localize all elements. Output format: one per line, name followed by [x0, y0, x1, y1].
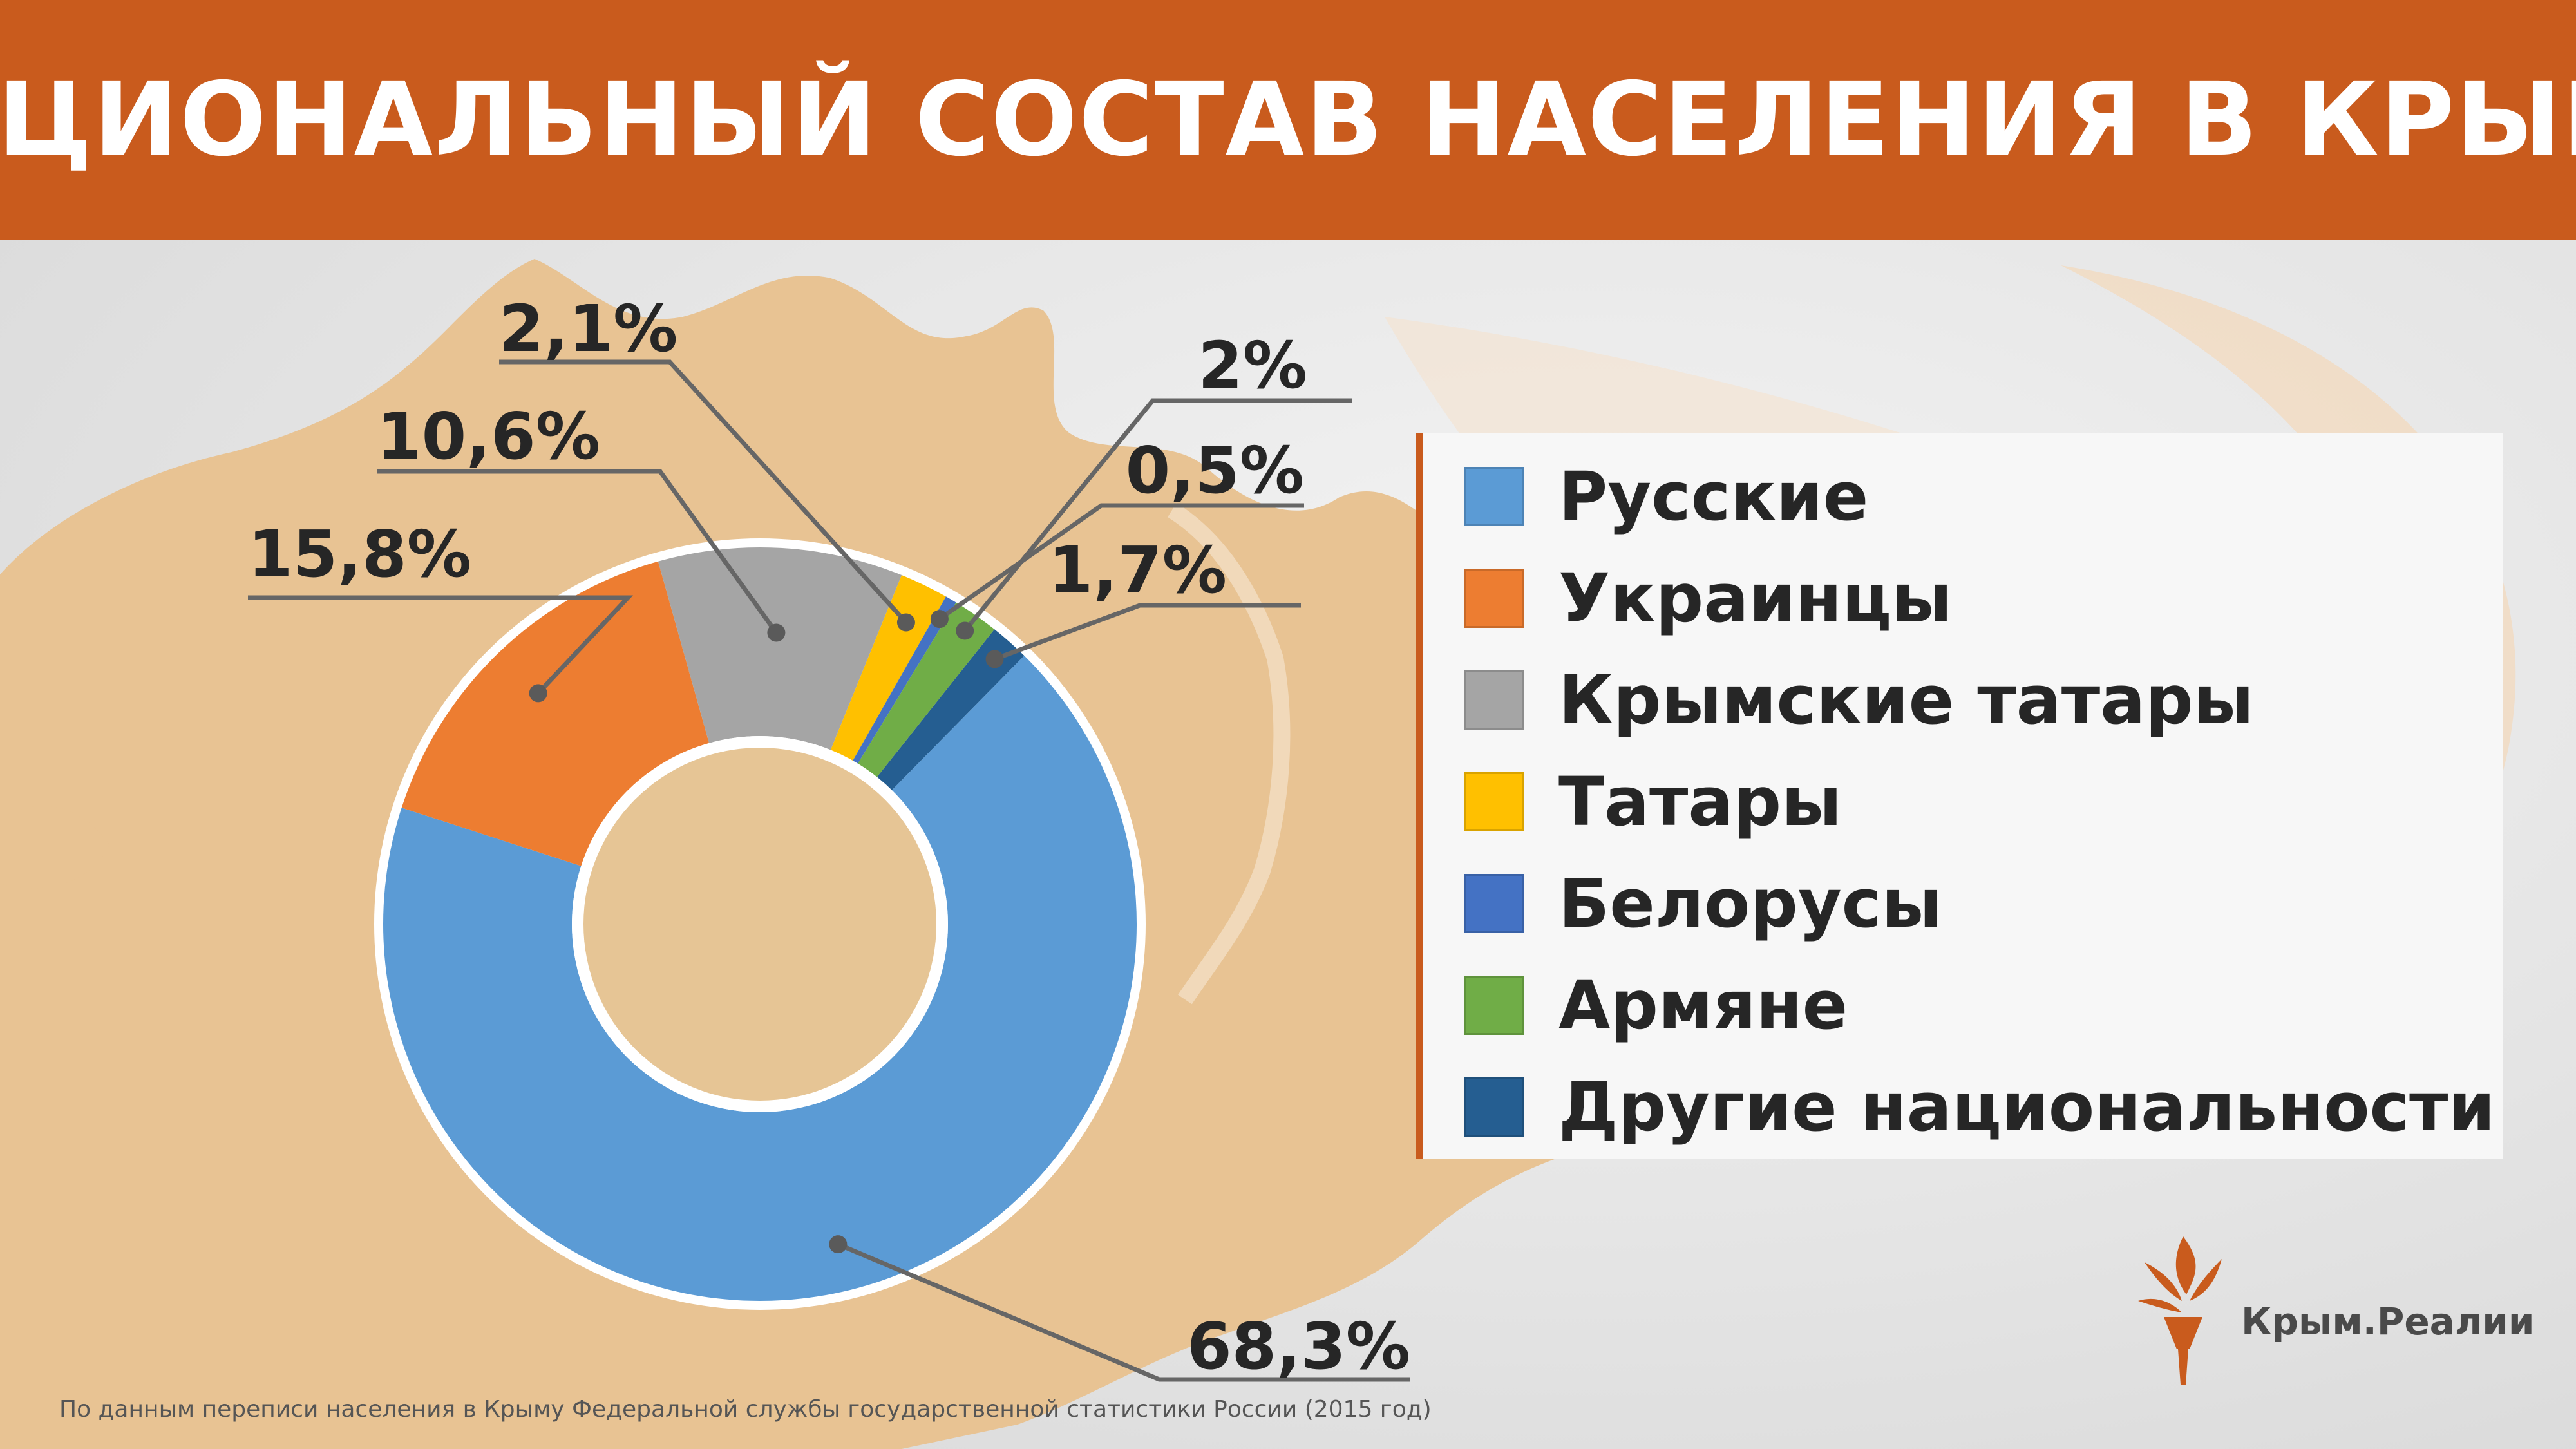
data-label-1: 68,3% [1187, 1309, 1410, 1384]
leader-line-1 [837, 1242, 1410, 1382]
leader-dot-2 [529, 684, 547, 703]
legend-item-2: Украинцы [1464, 547, 2503, 649]
torch-icon [2138, 1236, 2222, 1385]
chart-legend: Русские Украинцы Крымские татары Татары Бело… [1416, 433, 2503, 1159]
header-bar: НАЦИОНАЛЬНЫЙ СОСТАВ НАСЕЛЕНИЯ В КРЫМУ [0, 0, 2576, 240]
legend-label: Белорусы [1558, 864, 1942, 943]
donut-slice-4 [830, 574, 946, 761]
legend-swatch [1464, 569, 1524, 628]
legend-label: Русские [1558, 457, 1869, 536]
legend-item-3: Крымские татары [1464, 649, 2503, 751]
leader-line-6 [963, 398, 1352, 632]
brand-name: Крым.Реалии [2241, 1300, 2535, 1343]
leader-line-7 [994, 603, 1301, 661]
donut-slice-5 [853, 596, 956, 764]
legend-swatch [1464, 874, 1524, 933]
leader-dot-4 [896, 613, 915, 632]
legend-swatch [1464, 772, 1524, 831]
legend-item-1: Русские [1464, 446, 2503, 547]
legend-item-6: Армяне [1464, 954, 2503, 1056]
legend-swatch [1464, 670, 1524, 730]
legend-swatch [1464, 467, 1524, 526]
donut-slice-3 [658, 547, 902, 750]
donut-slice-7 [876, 629, 1025, 790]
legend-item-5: Белорусы [1464, 853, 2503, 954]
data-label-7: 1,7% [1048, 533, 1227, 608]
leader-line-3 [377, 469, 779, 634]
data-label-3: 10,6% [377, 399, 600, 474]
legend-label: Крымские татары [1558, 661, 2254, 739]
legend-swatch [1464, 1077, 1524, 1137]
legend-item-7: Другие национальности [1464, 1056, 2503, 1158]
brand-logo: Крым.Реалии [2125, 1224, 2535, 1391]
legend-label: Украинцы [1558, 559, 1953, 638]
legend-swatch [1464, 976, 1524, 1035]
data-label-5: 0,5% [1126, 433, 1304, 508]
leader-dot-5 [930, 610, 949, 629]
leader-line-5 [938, 503, 1304, 621]
data-label-6: 2% [1198, 328, 1307, 403]
legend-label: Армяне [1558, 966, 1848, 1045]
legend-label: Татары [1558, 762, 1842, 841]
donut-slice-6 [858, 602, 995, 777]
donut-hole [583, 748, 936, 1101]
donut-slice-1 [383, 656, 1137, 1301]
legend-item-4: Татары [1464, 751, 2503, 853]
leader-dot-1 [829, 1235, 848, 1254]
data-label-4: 2,1% [499, 291, 677, 366]
data-label-2: 15,8% [248, 516, 471, 592]
leader-line-2 [248, 595, 634, 695]
leader-dot-7 [985, 650, 1004, 668]
leader-dot-6 [956, 621, 974, 640]
leader-dot-3 [767, 623, 786, 642]
page-title: НАЦИОНАЛЬНЫЙ СОСТАВ НАСЕЛЕНИЯ В КРЫМУ [0, 61, 2576, 179]
donut-slice-2 [401, 561, 710, 866]
legend-label: Другие национальности [1558, 1068, 2496, 1146]
leader-line-4 [499, 359, 908, 624]
source-note: По данным переписи населения в Крыму Фед… [59, 1396, 1432, 1423]
